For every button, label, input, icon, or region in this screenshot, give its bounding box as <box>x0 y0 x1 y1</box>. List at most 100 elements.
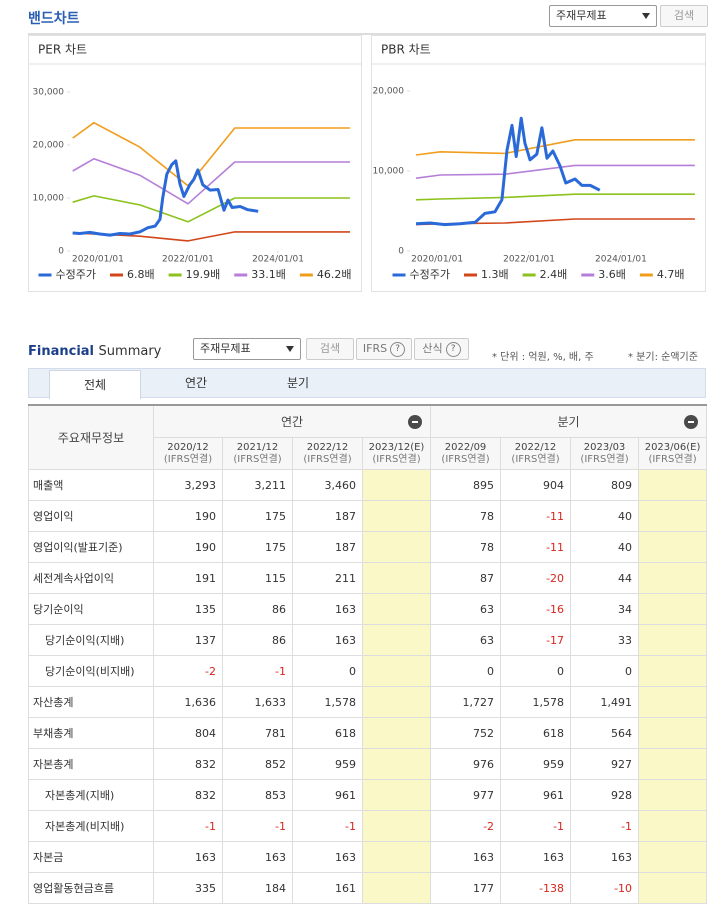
summary-title-rest: Summary <box>98 344 162 359</box>
y-tick-label: 10,000 <box>373 167 405 177</box>
band-line <box>72 195 350 223</box>
cell-value: 1,633 <box>222 686 293 718</box>
estimate-cell <box>361 748 432 780</box>
group-header: 분기 <box>430 404 708 438</box>
row-label: 부채총계 <box>28 717 154 749</box>
tab-active[interactable]: 전체 <box>49 370 141 399</box>
cell-value: 177 <box>430 872 502 904</box>
group-header: 연간 <box>152 404 432 438</box>
unit-note: * 단위 : 억원, %, 배, 주 <box>492 352 594 363</box>
column-header: 2023/06(E) (IFRS연결) <box>638 437 708 470</box>
cell-value: 335 <box>153 872 223 904</box>
band-line <box>415 193 695 201</box>
cell-value: 78 <box>430 500 502 532</box>
search-button[interactable]: 검색 <box>306 338 354 360</box>
row-label: 영업이익 <box>28 500 154 532</box>
column-period: 2023/06(E) <box>644 441 701 453</box>
cell-value: 135 <box>153 593 223 625</box>
cell-value: 211 <box>292 562 363 594</box>
cell-value: 87 <box>430 562 502 594</box>
cell-value: 959 <box>500 748 572 780</box>
band-line <box>72 121 350 187</box>
column-period: 2020/12 <box>167 441 209 453</box>
row-label: 자본총계(지배) <box>28 779 154 811</box>
summary-title-bold: Financial <box>28 344 95 359</box>
cell-value: -1 <box>222 655 293 687</box>
estimate-cell <box>361 469 432 501</box>
column-basis: (IFRS연결) <box>372 453 421 465</box>
cell-value: -1 <box>500 810 572 842</box>
formula-label: 산식 <box>422 342 443 355</box>
band-chart-title: 밴드차트 <box>28 11 80 27</box>
cell-value: 191 <box>153 562 223 594</box>
estimate-cell <box>638 748 708 780</box>
cell-value: 809 <box>570 469 640 501</box>
tab[interactable]: 연간 <box>184 376 208 390</box>
estimate-cell <box>361 562 432 594</box>
legend-label: 33.1배 <box>251 268 286 281</box>
cell-value: 115 <box>222 562 293 594</box>
cell-value: 752 <box>430 717 502 749</box>
legend-label: 19.9배 <box>186 268 221 281</box>
help-icon: ? <box>445 341 461 357</box>
cell-value: 1,727 <box>430 686 502 718</box>
row-label: 세전계속사업이익 <box>28 562 154 594</box>
cell-value: 63 <box>430 593 502 625</box>
cell-value: -11 <box>500 500 572 532</box>
estimate-cell <box>361 717 432 749</box>
estimate-cell <box>638 686 708 718</box>
financial-table: 주요재무정보 연간 분기 2020/12 (IFRS연결) 2021/12 (IFRS연결)… <box>28 404 708 904</box>
cell-value: 137 <box>153 624 223 656</box>
cell-value: 163 <box>292 841 363 873</box>
collapse-icon[interactable] <box>408 415 423 429</box>
estimate-cell <box>638 779 708 811</box>
cell-value: 895 <box>430 469 502 501</box>
x-tick-label: 2022/01/01 <box>503 255 555 265</box>
cell-value: 44 <box>570 562 640 594</box>
row-label: 영업이익(발표기준) <box>28 531 154 563</box>
ifrs-label: IFRS <box>362 342 388 355</box>
cell-value: 86 <box>222 593 293 625</box>
estimate-cell <box>361 624 432 656</box>
chart-title: PER 차트 <box>38 43 87 57</box>
column-basis: (IFRS연결) <box>511 453 560 465</box>
column-header: 2022/09 (IFRS연결) <box>430 437 502 470</box>
legend-label: 6.8배 <box>127 268 155 281</box>
cell-value: 187 <box>292 500 363 532</box>
estimate-cell <box>638 810 708 842</box>
cell-value: 1,491 <box>570 686 640 718</box>
estimate-cell <box>361 779 432 811</box>
cell-value: 1,578 <box>500 686 572 718</box>
legend-label: 2.4배 <box>540 268 568 281</box>
column-header: 2022/12 (IFRS연결) <box>500 437 572 470</box>
cell-value: 161 <box>292 872 363 904</box>
tab[interactable]: 분기 <box>286 376 310 390</box>
estimate-cell <box>361 531 432 563</box>
formula-button[interactable]: 산식? <box>414 338 469 360</box>
cell-value: 1,636 <box>153 686 223 718</box>
chart-title: PBR 차트 <box>381 43 431 57</box>
estimate-cell <box>361 810 432 842</box>
search-button[interactable]: 검색 <box>660 5 708 27</box>
cell-value: 3,460 <box>292 469 363 501</box>
legend-label: 수정주가 <box>56 268 96 281</box>
column-basis: (IFRS연결) <box>580 453 629 465</box>
estimate-cell <box>638 469 708 501</box>
statement-select[interactable]: 주재무제표 <box>549 5 657 27</box>
estimate-cell <box>361 593 432 625</box>
estimate-cell <box>638 593 708 625</box>
estimate-cell <box>638 655 708 687</box>
price-line <box>72 159 259 237</box>
row-label: 당기순이익 <box>28 593 154 625</box>
cell-value: 0 <box>292 655 363 687</box>
cell-value: 163 <box>292 624 363 656</box>
ifrs-button[interactable]: IFRS? <box>356 338 412 360</box>
cell-value: -1 <box>570 810 640 842</box>
cell-value: 34 <box>570 593 640 625</box>
y-tick-label: 0 <box>58 247 64 257</box>
statement-select[interactable]: 주재무제표 <box>193 338 301 360</box>
cell-value: 3,293 <box>153 469 223 501</box>
row-label: 자본총계 <box>28 748 154 780</box>
collapse-icon[interactable] <box>684 415 699 429</box>
